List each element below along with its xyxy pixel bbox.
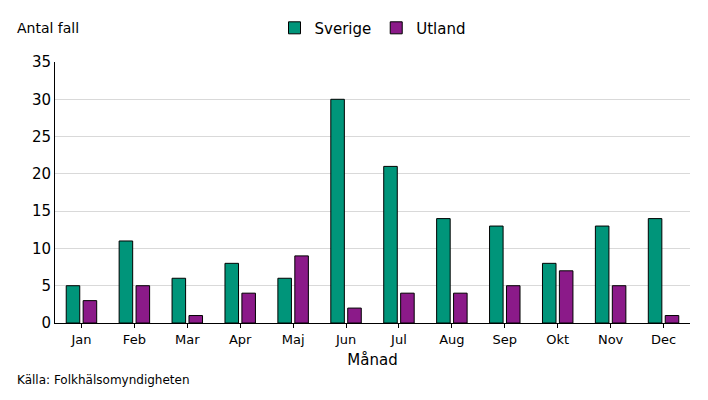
svg-text:10: 10 (32, 240, 51, 258)
svg-text:Nov: Nov (598, 332, 624, 347)
svg-text:0: 0 (41, 314, 51, 332)
svg-text:Jul: Jul (390, 332, 407, 347)
svg-text:Apr: Apr (229, 332, 252, 347)
svg-text:15: 15 (32, 202, 51, 220)
svg-text:Okt: Okt (546, 332, 569, 347)
svg-text:Maj: Maj (282, 332, 305, 347)
svg-text:Feb: Feb (123, 332, 146, 347)
svg-text:Källa: Folkhälsomyndigheten: Källa: Folkhälsomyndigheten (17, 373, 190, 387)
svg-text:Månad: Månad (347, 351, 397, 369)
svg-text:20: 20 (32, 165, 51, 183)
svg-text:Sverige: Sverige (315, 20, 372, 38)
svg-text:35: 35 (32, 53, 51, 71)
svg-text:Sep: Sep (493, 332, 518, 347)
svg-text:Jun: Jun (335, 332, 356, 347)
svg-text:Antal fall: Antal fall (17, 20, 79, 36)
svg-text:25: 25 (32, 128, 51, 146)
svg-text:Utland: Utland (416, 20, 465, 38)
svg-text:Mar: Mar (175, 332, 200, 347)
svg-text:Jan: Jan (70, 332, 91, 347)
svg-text:Aug: Aug (439, 332, 464, 347)
svg-text:30: 30 (32, 91, 51, 109)
svg-text:5: 5 (41, 277, 51, 295)
svg-text:Dec: Dec (651, 332, 676, 347)
